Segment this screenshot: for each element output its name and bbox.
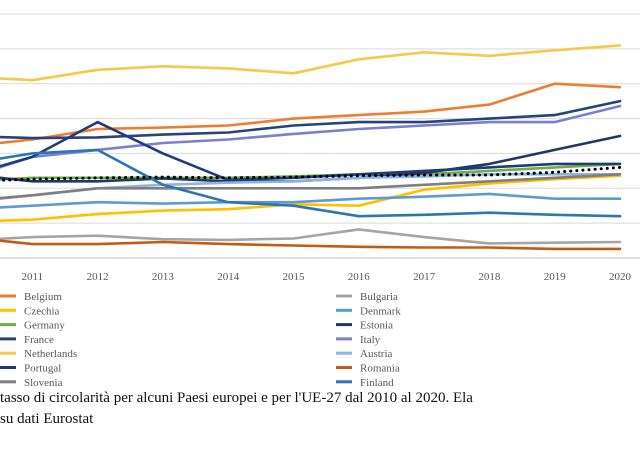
series-line-france bbox=[0, 99, 622, 140]
series-line-slovenia bbox=[0, 173, 622, 200]
series-line-romania bbox=[0, 239, 622, 251]
legend-label: Czechia bbox=[24, 305, 60, 317]
legend-label: Portugal bbox=[24, 363, 61, 375]
x-tick-label: 2018 bbox=[478, 271, 501, 283]
legend-label: Bulgaria bbox=[360, 291, 398, 303]
legend-label: Slovenia bbox=[24, 377, 63, 389]
x-tick-label: 2014 bbox=[217, 271, 240, 283]
legend-label: Germany bbox=[24, 320, 65, 332]
figure-caption: tasso di circolarità per alcuni Paesi eu… bbox=[0, 388, 640, 430]
caption-line-2: su dati Eurostat bbox=[0, 411, 94, 427]
series-line-czechia bbox=[0, 174, 622, 222]
series-line-bulgaria bbox=[0, 228, 622, 245]
legend: Belgium Bulgaria Czechia Denmark Germany Esto… bbox=[0, 291, 401, 389]
series-lines bbox=[0, 44, 622, 251]
x-tick-label: 2015 bbox=[283, 271, 306, 283]
legend-label: Denmark bbox=[360, 305, 401, 317]
legend-label: Italy bbox=[360, 334, 381, 346]
x-tick-label: 2016 bbox=[348, 271, 371, 283]
x-tick-label: 2020 bbox=[609, 271, 632, 283]
series-line-dotted bbox=[0, 165, 622, 182]
series-line-portugal bbox=[0, 120, 622, 182]
legend-label: Romania bbox=[360, 363, 400, 375]
x-axis-ticks: 2011 2012 2013 2014 2015 2016 2017 2018 2019 2020 bbox=[22, 271, 632, 283]
x-tick-label: 2013 bbox=[152, 271, 175, 283]
legend-label: France bbox=[24, 334, 54, 346]
x-tick-label: 2012 bbox=[87, 271, 109, 283]
legend-label: Finland bbox=[360, 377, 394, 389]
caption-line-1: tasso di circolarità per alcuni Paesi eu… bbox=[0, 390, 473, 406]
legend-label: Austria bbox=[360, 348, 393, 360]
legend-label: Estonia bbox=[360, 320, 393, 332]
series-line-netherlands bbox=[0, 44, 622, 82]
legend-label: Belgium bbox=[24, 291, 62, 303]
legend-label: Netherlands bbox=[24, 348, 77, 360]
x-tick-label: 2011 bbox=[22, 271, 44, 283]
x-tick-label: 2019 bbox=[544, 271, 567, 283]
series-line-finland bbox=[0, 148, 622, 218]
series-line-denmark bbox=[0, 192, 622, 209]
x-tick-label: 2017 bbox=[413, 271, 436, 283]
